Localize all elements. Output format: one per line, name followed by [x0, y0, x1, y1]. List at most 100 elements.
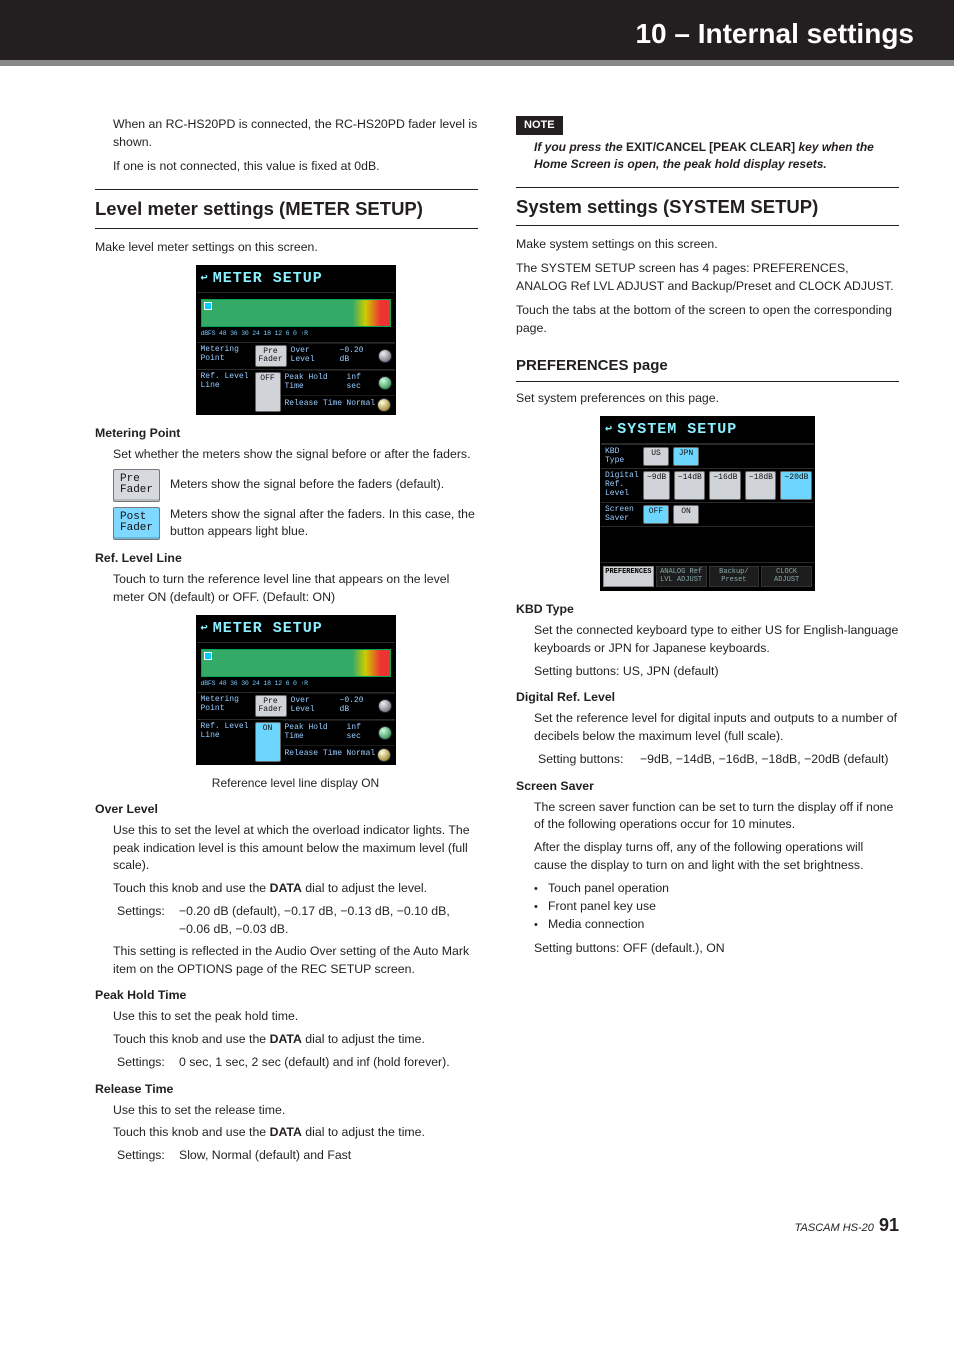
dig-20-button[interactable]: −20dB — [780, 471, 812, 499]
dig-16-button[interactable]: −16dB — [709, 471, 741, 499]
heading-meter-setup: Level meter settings (METER SETUP) — [95, 189, 478, 229]
peak-hold-knob[interactable] — [378, 376, 392, 390]
release-settings-label: Settings: — [117, 1147, 173, 1165]
over-level-p3: This setting is reflected in the Audio O… — [113, 943, 478, 979]
intro-text-2: If one is not connected, this value is f… — [113, 158, 478, 176]
ss-bullets: Touch panel operation Front panel key us… — [534, 880, 899, 934]
release-time-p2: Touch this knob and use the DATA dial to… — [113, 1124, 478, 1142]
lcd-sys-title: ↩SYSTEM SETUP — [601, 417, 814, 444]
metering-point-desc: Set whether the meters show the signal b… — [113, 446, 478, 464]
ref-level-label: Ref. Level Line — [197, 370, 253, 414]
peak-hold-head: Peak Hold Time — [95, 987, 478, 1005]
tab-backup[interactable]: Backup/ Preset — [709, 566, 760, 587]
kbd-set: Setting buttons: US, JPN (default) — [534, 663, 899, 681]
lcd2-metering-label: Metering Point — [197, 693, 253, 719]
tab-analog[interactable]: ANALOG Ref LVL ADJUST — [656, 566, 707, 587]
lcd2-title-text: METER SETUP — [213, 618, 323, 640]
pre-fader-button[interactable]: Pre Fader — [255, 345, 287, 367]
over-level-knob[interactable] — [378, 349, 392, 363]
release-time-knob[interactable] — [377, 398, 391, 412]
over-level-p2c: dial to adjust the level. — [302, 881, 427, 895]
lcd-dig-row: Digital Ref. Level −9dB −14dB −16dB −18d… — [601, 468, 814, 501]
peak-hold-p1: Use this to set the peak hold time. — [113, 1008, 478, 1026]
ref-off-button[interactable]: OFF — [255, 372, 281, 412]
ss-p2: After the display turns off, any of the … — [534, 839, 899, 875]
release-time-p1: Use this to set the release time. — [113, 1102, 478, 1120]
peak-settings-label: Settings: — [117, 1054, 173, 1072]
peak-hold-settings: Settings: 0 sec, 1 sec, 2 sec (default) … — [117, 1054, 478, 1072]
ss-bullet-2: Front panel key use — [534, 898, 899, 916]
dig-label: Digital Ref. Level — [601, 469, 641, 501]
ss-p1: The screen saver function can be set to … — [534, 799, 899, 835]
lcd2-rel-knob[interactable] — [377, 748, 391, 762]
footer-product: TASCAM HS-20 — [795, 1222, 874, 1234]
system-p3: Touch the tabs at the bottom of the scre… — [516, 302, 899, 338]
ss-off-button[interactable]: OFF — [643, 505, 669, 525]
ref-level-caption: Reference level line display ON — [113, 775, 478, 792]
kbd-jpn-button[interactable]: JPN — [673, 447, 699, 467]
intro-text-1: When an RC-HS20PD is connected, the RC-H… — [113, 116, 478, 152]
over-level-label: Over Level — [289, 344, 338, 368]
lcd-ss-row: Screen Saver OFF ON — [601, 502, 814, 527]
metering-point-head: Metering Point — [95, 425, 478, 443]
lcd2-rel-label: Release Time — [283, 747, 345, 762]
left-column: When an RC-HS20PD is connected, the RC-H… — [95, 116, 478, 1169]
figure-meter-setup-2: ↩METER SETUP dBFS 48 36 30 24 18 12 6 0 … — [113, 615, 478, 765]
system-p1: Make system settings on this screen. — [516, 236, 899, 254]
dig-head: Digital Ref. Level — [516, 689, 899, 707]
note-text: If you press the EXIT/CANCEL [PEAK CLEAR… — [534, 139, 899, 173]
over-level-settings: Settings: −0.20 dB (default), −0.17 dB, … — [117, 903, 478, 939]
pre-fader-chip-row: Pre Fader Meters show the signal before … — [113, 469, 478, 502]
heading-system-setup: System settings (SYSTEM SETUP) — [516, 187, 899, 227]
post-fader-chip: Post Fader — [113, 507, 160, 540]
over-level-p2: Touch this knob and use the DATA dial to… — [113, 880, 478, 898]
kbd-us-button[interactable]: US — [643, 447, 669, 467]
dig-18-button[interactable]: −18dB — [745, 471, 777, 499]
lcd-system-setup: ↩SYSTEM SETUP KBD Type US JPN Digital Re… — [600, 416, 815, 591]
dig-14-button[interactable]: −14dB — [674, 471, 706, 499]
lcd2-ref-label: Ref. Level Line — [197, 720, 253, 764]
back-icon: ↩ — [201, 620, 209, 637]
tab-preferences[interactable]: PREFERENCES — [603, 566, 654, 587]
lcd2-pre-fader-button[interactable]: Pre Fader — [255, 695, 287, 717]
figure-meter-setup-1: ↩METER SETUP dBFS 48 36 30 24 18 12 6 0 … — [113, 265, 478, 415]
dig-set-label: Setting buttons: — [538, 751, 634, 769]
ss-set: Setting buttons: OFF (default.), ON — [534, 940, 899, 958]
over-level-p2b: DATA — [270, 881, 302, 895]
ss-on-button[interactable]: ON — [673, 505, 699, 525]
heading-preferences: PREFERENCES page — [516, 355, 899, 382]
peak-hold-p2: Touch this knob and use the DATA dial to… — [113, 1031, 478, 1049]
lcd-row-metering: Metering Point Pre Fader Over Level −0.2… — [197, 342, 395, 369]
kbd-label: KBD Type — [601, 445, 641, 469]
lcd-title: ↩METER SETUP — [197, 266, 395, 293]
kbd-desc: Set the connected keyboard type to eithe… — [534, 622, 899, 658]
dig-9-button[interactable]: −9dB — [643, 471, 670, 499]
lcd2-peak-knob[interactable] — [378, 726, 392, 740]
lcd2-ref-on-button[interactable]: ON — [255, 722, 281, 762]
tab-clock[interactable]: CLOCK ADJUST — [761, 566, 812, 587]
kbd-head: KBD Type — [516, 601, 899, 619]
dig-settings: Setting buttons: −9dB, −14dB, −16dB, −18… — [538, 751, 899, 769]
note-t2: EXIT/CANCEL [PEAK CLEAR] — [626, 140, 795, 154]
peak-hold-value: inf sec — [345, 371, 378, 395]
lcd2-peak-label: Peak Hold Time — [283, 721, 345, 745]
pre-fader-chip-desc: Meters show the signal before the faders… — [170, 476, 478, 494]
lcd2-row-metering: Metering Point Pre Fader Over Level −0.2… — [197, 692, 395, 719]
lcd2-over-knob[interactable] — [378, 699, 392, 713]
note-badge: NOTE — [516, 116, 563, 135]
lcd-sys-title-text: SYSTEM SETUP — [617, 419, 737, 441]
lcd-tabs: PREFERENCES ANALOG Ref LVL ADJUST Backup… — [601, 562, 814, 590]
ref-level-desc: Touch to turn the reference level line t… — [113, 571, 478, 607]
over-level-p2a: Touch this knob and use the — [113, 881, 270, 895]
release-time-settings: Settings: Slow, Normal (default) and Fas… — [117, 1147, 478, 1165]
release-time-p2b: DATA — [270, 1125, 302, 1139]
peak-hold-p2b: DATA — [270, 1032, 302, 1046]
peak-settings-value: 0 sec, 1 sec, 2 sec (default) and inf (h… — [179, 1054, 450, 1072]
lcd2-over-label: Over Level — [289, 694, 338, 718]
lcd-kbd-row: KBD Type US JPN — [601, 444, 814, 469]
page-body: When an RC-HS20PD is connected, the RC-H… — [0, 66, 954, 1199]
back-icon: ↩ — [201, 270, 209, 287]
over-settings-value: −0.20 dB (default), −0.17 dB, −0.13 dB, … — [179, 903, 478, 939]
release-time-value: Normal — [344, 397, 377, 412]
post-fader-chip-desc: Meters show the signal after the faders.… — [170, 506, 478, 542]
